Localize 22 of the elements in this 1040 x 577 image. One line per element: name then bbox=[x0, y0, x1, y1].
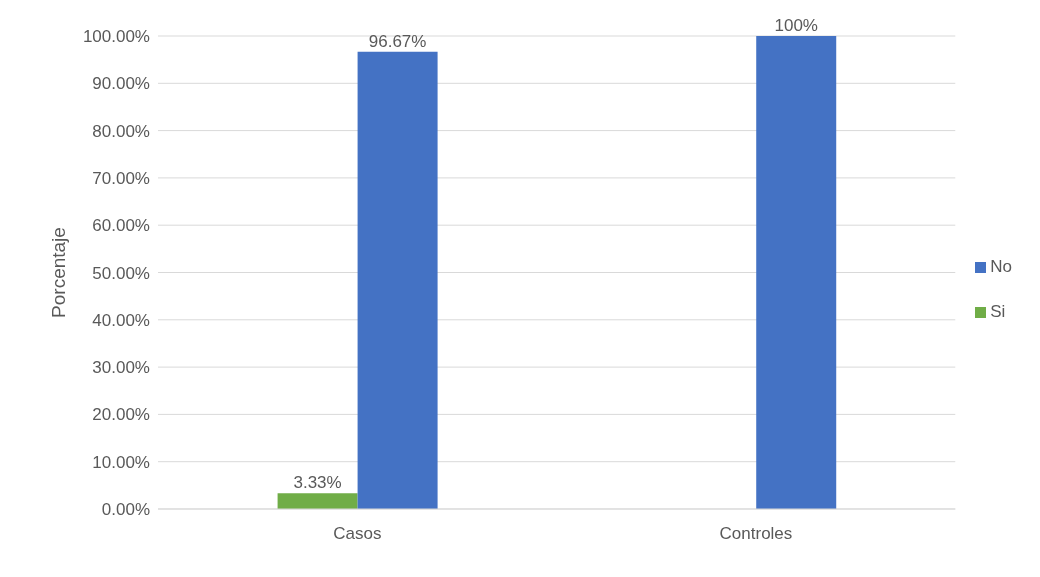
y-tick-label: 60.00% bbox=[92, 216, 150, 236]
y-tick-label: 70.00% bbox=[92, 168, 150, 188]
legend-label: No bbox=[990, 256, 1012, 276]
data-label: 3.33% bbox=[293, 473, 342, 493]
bar bbox=[357, 51, 438, 509]
y-tick-label: 100.00% bbox=[82, 27, 150, 47]
data-label: 96.67% bbox=[368, 31, 427, 51]
y-axis-title: Porcentaje bbox=[47, 227, 69, 318]
y-tick-label: 80.00% bbox=[92, 121, 150, 141]
y-tick-label: 40.00% bbox=[92, 310, 150, 330]
y-tick-label: 0.00% bbox=[101, 500, 150, 520]
y-tick-label: 20.00% bbox=[92, 405, 150, 425]
bar bbox=[277, 493, 358, 509]
y-tick-label: 30.00% bbox=[92, 358, 150, 378]
bar bbox=[756, 36, 837, 509]
x-tick-label: Casos bbox=[333, 524, 382, 544]
legend-label: Si bbox=[990, 301, 1006, 321]
x-tick-label: Controles bbox=[719, 524, 793, 544]
y-tick-label: 90.00% bbox=[92, 74, 150, 94]
y-tick-label: 10.00% bbox=[92, 452, 150, 472]
data-label: 100% bbox=[774, 16, 818, 35]
y-tick-label: 50.00% bbox=[92, 263, 150, 283]
